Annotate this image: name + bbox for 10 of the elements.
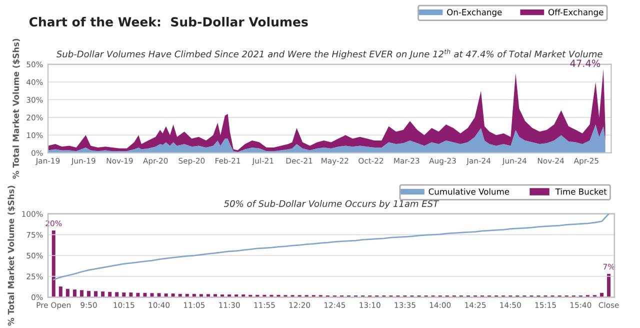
y-axis-title: % Total Market Volume ($Shs): [8, 186, 16, 326]
legend-label: Cumulative Volume: [428, 188, 510, 195]
legend-label: Off-Exchange: [548, 8, 604, 17]
chart-title: 50% of Sub-Dollar Volume Occurs by 11am EST: [224, 200, 440, 209]
chart-subtitle: Sub-Dollar Volumes Have Climbed Since 2021 and Were the Highest EVER on June 12$^{th}$ at 47.4% of Total Market Volume: [56, 49, 602, 60]
annotation: 47.4%: [570, 60, 600, 68]
chart-title: Chart of the Week: Sub-Dollar Volumes: [29, 16, 308, 27]
legend-label: Time Bucket: [555, 188, 607, 195]
y-axis-title: % Total Market Volume ($Shs): [12, 38, 20, 179]
legend-label: On-Exchange: [447, 8, 502, 17]
